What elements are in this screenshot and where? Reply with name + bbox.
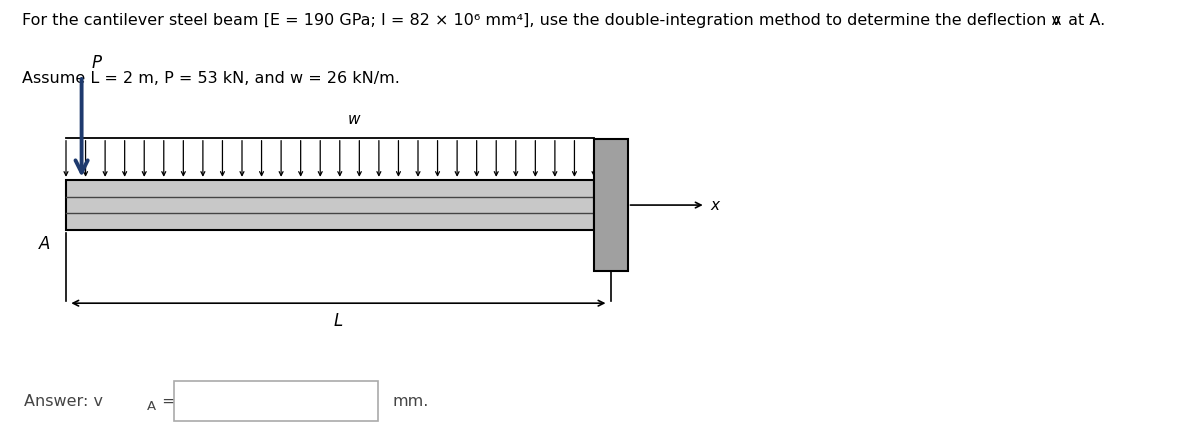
Text: P: P <box>91 54 101 71</box>
Bar <box>174 381 378 421</box>
Bar <box>594 139 628 271</box>
Text: Answer: v: Answer: v <box>24 394 103 409</box>
Text: at A.: at A. <box>1063 13 1105 28</box>
Text: w: w <box>348 112 360 127</box>
Text: A: A <box>146 400 156 413</box>
Text: A: A <box>1051 15 1061 28</box>
Text: =: = <box>157 394 176 409</box>
Text: x: x <box>710 198 720 213</box>
Text: mm.: mm. <box>392 394 428 409</box>
Bar <box>66 180 594 230</box>
Text: A: A <box>38 235 50 253</box>
Text: For the cantilever steel beam [E = 190 GPa; I = 82 × 10⁶ mm⁴], use the double-in: For the cantilever steel beam [E = 190 G… <box>22 13 1061 28</box>
Text: B: B <box>605 235 617 253</box>
Text: Assume L = 2 m, P = 53 kN, and w = 26 kN/m.: Assume L = 2 m, P = 53 kN, and w = 26 kN… <box>22 71 400 86</box>
Text: L: L <box>334 312 343 330</box>
